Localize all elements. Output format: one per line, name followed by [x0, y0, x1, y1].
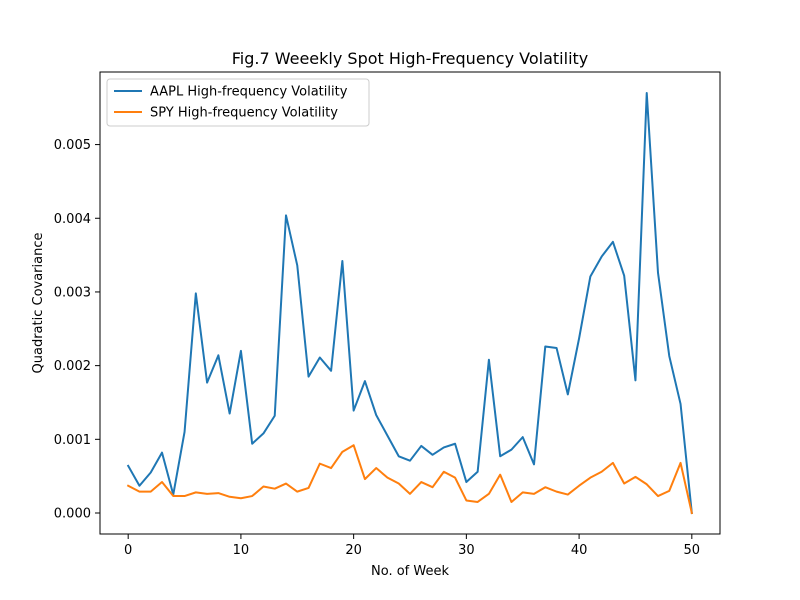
- legend-label-spy: SPY High-frequency Volatility: [150, 106, 338, 121]
- series-line-0: [126, 92, 693, 515]
- chart-title: Fig.7 Weeekly Spot High-Frequency Volati…: [232, 49, 589, 68]
- y-tick-label: 0.001: [54, 433, 91, 448]
- axes-frame: [99, 71, 721, 535]
- x-tick-label: 50: [684, 543, 701, 558]
- legend: AAPL High-frequency Volatility SPY High-…: [106, 78, 370, 127]
- y-tick-label: 0.000: [54, 507, 91, 522]
- x-tick-label: 10: [233, 543, 250, 558]
- series-line-1: [126, 444, 694, 515]
- x-tick-label: 40: [571, 543, 588, 558]
- x-axis-label: No. of Week: [371, 564, 449, 579]
- plot-area: 0 10 20 30 40 50 0.0000.0010.0020.0030.0040.0…: [54, 71, 721, 558]
- legend-box: [106, 78, 370, 127]
- x-tick-label: 20: [345, 543, 362, 558]
- x-tick-label: 0: [124, 543, 132, 558]
- y-tick-label: 0.004: [54, 212, 91, 227]
- legend-label-aapl: AAPL High-frequency Volatility: [150, 85, 348, 100]
- y-tick-label: 0.002: [54, 359, 91, 374]
- series-layer: [126, 92, 694, 515]
- y-axis-label: Quadratic Covariance: [31, 233, 46, 374]
- x-axis-ticks: 0 10 20 30 40 50: [124, 534, 700, 558]
- y-tick-label: 0.005: [54, 138, 91, 153]
- x-tick-label: 30: [458, 543, 475, 558]
- y-axis-ticks: 0.000 0.001 0.002 0.003 0.004 0.005: [54, 138, 100, 522]
- y-tick-label: 0.003: [54, 285, 91, 300]
